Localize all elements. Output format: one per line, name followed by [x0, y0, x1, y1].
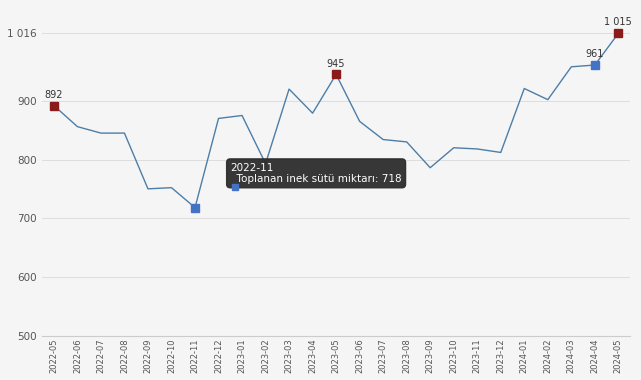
Text: 945: 945	[327, 59, 345, 68]
Text: 1 015: 1 015	[604, 17, 632, 27]
Text: 2022-11
  Toplanan inek sütü miktarı: 718: 2022-11 Toplanan inek sütü miktarı: 718	[230, 163, 402, 184]
Text: 892: 892	[45, 90, 63, 100]
Text: 961: 961	[586, 49, 604, 59]
